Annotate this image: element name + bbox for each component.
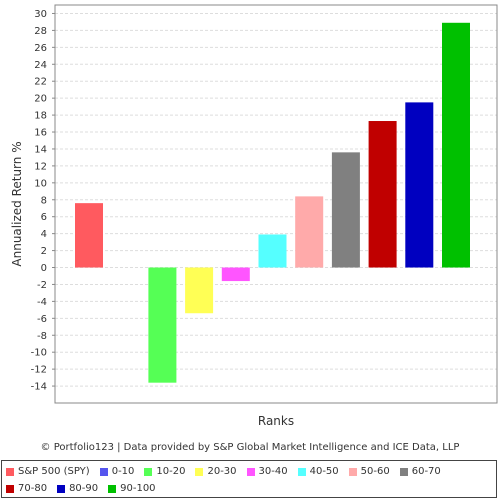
legend-swatch — [6, 484, 14, 493]
legend-swatch — [99, 467, 108, 476]
legend-label: 30-40 — [258, 466, 288, 477]
legend-label: 50-60 — [360, 466, 390, 477]
legend-swatch — [57, 484, 66, 493]
legend-swatch — [348, 467, 357, 476]
y-tick-label: -10 — [31, 348, 47, 359]
legend-label: 20-30 — [207, 466, 237, 477]
legend-item: 80-90 — [57, 480, 98, 497]
y-tick-label: 6 — [41, 212, 47, 223]
legend-label: 10-20 — [156, 466, 186, 477]
y-tick-label: 22 — [34, 77, 47, 88]
bar-chart: 302826242220181614121086420-2-4-6-8-10-1… — [10, 4, 498, 453]
bar-40-50 — [258, 234, 287, 268]
legend-label: 70-80 — [18, 483, 48, 494]
y-tick-label: 18 — [34, 111, 47, 122]
legend-item: 70-80 — [6, 480, 47, 497]
legend-swatch — [297, 467, 306, 476]
legend-swatch — [108, 484, 117, 493]
legend-item: 10-20 — [144, 463, 185, 480]
bar-60-70 — [331, 152, 360, 268]
legend-item: 40-50 — [297, 463, 339, 480]
legend-item: S&P 500 (SPY) — [6, 463, 90, 480]
y-tick-label: -14 — [31, 382, 47, 393]
y-tick-label: -12 — [31, 365, 47, 376]
legend-item: 30-40 — [246, 463, 288, 480]
legend-label: 80-90 — [69, 483, 99, 494]
x-axis-title: Ranks — [258, 414, 294, 428]
legend-swatch — [6, 467, 14, 476]
bar-80-90 — [405, 102, 434, 268]
bar-70-80 — [368, 121, 397, 268]
legend-item: 50-60 — [348, 463, 390, 480]
y-tick-label: -6 — [37, 314, 47, 325]
legend-label: 40-50 — [309, 466, 339, 477]
y-tick-label: 12 — [34, 161, 47, 172]
y-tick-label: 16 — [34, 128, 47, 139]
bar-90-100 — [442, 22, 470, 268]
legend-swatch — [195, 467, 204, 476]
y-axis-ticks: 302826242220181614121086420-2-4-6-8-10-1… — [31, 9, 55, 393]
y-tick-label: 20 — [34, 94, 47, 105]
y-tick-label: 28 — [34, 26, 47, 37]
credit-text: © Portfolio123 | Data provided by S&P Gl… — [41, 442, 460, 453]
bar-50-60 — [295, 196, 324, 268]
legend-label: S&P 500 (SPY) — [18, 466, 90, 477]
y-axis-title: Annualized Return % — [10, 141, 24, 266]
legend-label: 90-100 — [120, 483, 156, 494]
bar-s-p-500-spy — [75, 203, 103, 268]
legend-swatch — [246, 467, 255, 476]
y-tick-label: 30 — [34, 9, 47, 20]
legend: S&P 500 (SPY) 0-10 10-20 20-30 30-40 40-50 50-… — [1, 460, 497, 498]
legend-item: 90-100 — [108, 480, 156, 497]
y-tick-label: -4 — [37, 297, 47, 308]
bar-30-40 — [221, 267, 250, 282]
legend-item: 20-30 — [195, 463, 237, 480]
plot-frame — [54, 4, 498, 404]
y-tick-label: 26 — [34, 43, 47, 54]
legend-label: 60-70 — [411, 466, 441, 477]
bar-20-30 — [185, 267, 214, 314]
y-tick-label: 2 — [41, 246, 47, 257]
bar-10-20 — [148, 267, 177, 383]
y-tick-label: 0 — [41, 263, 47, 274]
y-tick-label: 24 — [34, 60, 47, 71]
y-tick-label: 10 — [34, 178, 47, 189]
y-tick-label: -8 — [37, 331, 47, 342]
legend-item: 60-70 — [399, 463, 441, 480]
legend-label: 0-10 — [111, 466, 135, 477]
y-tick-label: -2 — [37, 280, 47, 291]
y-tick-label: 8 — [41, 195, 47, 206]
y-tick-label: 4 — [41, 229, 47, 240]
legend-swatch — [399, 467, 408, 476]
legend-item: 0-10 — [99, 463, 135, 480]
legend-swatch — [144, 467, 153, 476]
y-tick-label: 14 — [34, 144, 47, 155]
bars — [75, 22, 470, 383]
